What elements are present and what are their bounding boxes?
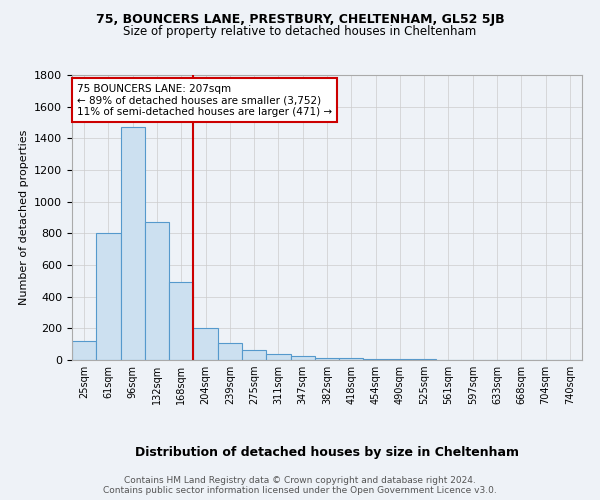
Bar bbox=[72, 341, 96, 360]
Bar bbox=[218, 342, 242, 360]
Bar bbox=[121, 127, 145, 360]
Bar bbox=[339, 358, 364, 360]
Text: Contains HM Land Registry data © Crown copyright and database right 2024.
Contai: Contains HM Land Registry data © Crown c… bbox=[103, 476, 497, 495]
Bar bbox=[290, 356, 315, 360]
Bar bbox=[169, 282, 193, 360]
Text: 75 BOUNCERS LANE: 207sqm
← 89% of detached houses are smaller (3,752)
11% of sem: 75 BOUNCERS LANE: 207sqm ← 89% of detach… bbox=[77, 84, 332, 116]
Bar bbox=[242, 350, 266, 360]
Bar bbox=[266, 354, 290, 360]
Text: Size of property relative to detached houses in Cheltenham: Size of property relative to detached ho… bbox=[124, 25, 476, 38]
Bar bbox=[145, 222, 169, 360]
Text: Distribution of detached houses by size in Cheltenham: Distribution of detached houses by size … bbox=[135, 446, 519, 459]
Bar bbox=[388, 359, 412, 360]
Bar bbox=[315, 358, 339, 360]
Bar bbox=[96, 234, 121, 360]
Y-axis label: Number of detached properties: Number of detached properties bbox=[19, 130, 29, 305]
Text: 75, BOUNCERS LANE, PRESTBURY, CHELTENHAM, GL52 5JB: 75, BOUNCERS LANE, PRESTBURY, CHELTENHAM… bbox=[95, 12, 505, 26]
Bar bbox=[364, 358, 388, 360]
Bar bbox=[193, 328, 218, 360]
